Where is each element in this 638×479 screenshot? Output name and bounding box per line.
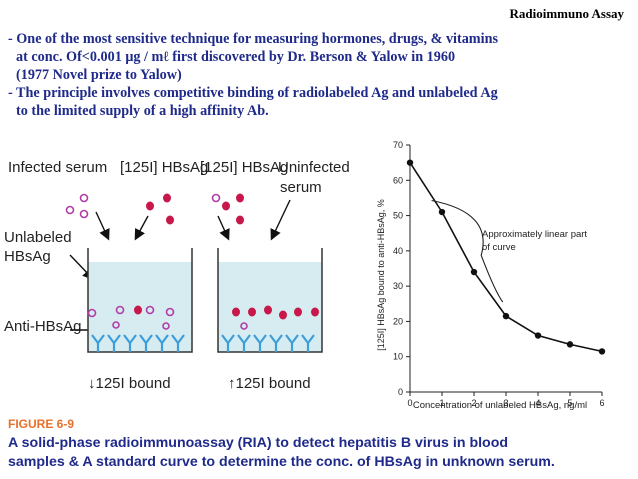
x-tick-label: 6 <box>599 398 604 408</box>
linear-region-bracket <box>431 199 504 303</box>
x-axis-label: Concentration of unlabeled HBsAg, ng/ml <box>413 400 587 410</box>
data-point <box>406 159 414 166</box>
figure-caption: A solid-phase radioimmunoassay (RIA) to … <box>8 434 636 472</box>
data-point <box>566 341 574 348</box>
ria-diagram: Infected serum [125I] HBsAg [125I] HBsAg… <box>4 159 350 392</box>
infected-serum-label: Infected serum <box>8 159 107 176</box>
y-tick-label: 50 <box>393 211 403 221</box>
y-tick-label: 30 <box>393 281 403 291</box>
hbsag-left-label: [125I] HBsAg <box>120 159 208 176</box>
y-tick-label: 0 <box>398 387 403 397</box>
y-tick-label: 40 <box>393 246 403 256</box>
data-point <box>534 332 542 339</box>
annotation-line-1: Approximately linear part <box>482 229 587 240</box>
uninfected-label-1: Uninfected <box>278 159 350 176</box>
bullet-2-line-2: to the limited supply of a high affinity… <box>16 103 269 119</box>
left-labeled-antigens <box>146 193 174 225</box>
body-text: - One of the most sensitive technique fo… <box>8 30 634 120</box>
x-tick-label: 5 <box>567 398 572 408</box>
data-point <box>470 268 478 276</box>
figure-label: FIGURE 6-9 <box>8 417 75 431</box>
x-tick-label: 4 <box>535 398 540 408</box>
bound-low-label: ↓125I bound <box>88 375 171 392</box>
left-well <box>87 248 193 354</box>
unlabeled-label-1: Unlabeled <box>4 229 72 246</box>
bullet-1-line-2: at conc. Of<0.001 μg / mℓ first discover… <box>8 48 634 66</box>
x-tick-label: 0 <box>407 398 412 408</box>
anti-hbsag-label: Anti-HBsAg <box>4 318 82 335</box>
x-tick-label: 3 <box>503 398 508 408</box>
bullet-1-line-2a: at conc. Of<0.001 <box>16 49 126 65</box>
x-tick-label: 1 <box>439 398 444 408</box>
bullet-2-line-1: - The principle involves competitive bin… <box>8 85 498 101</box>
y-tick-label: 60 <box>393 175 403 185</box>
annotation-line-2: of curve <box>482 242 516 253</box>
hbsag-right-label: [125I] HBsAg <box>200 159 288 176</box>
bullet-1-line-1: - One of the most sensitive technique fo… <box>8 31 498 47</box>
infected-serum-unlabeled-antigens <box>65 193 89 219</box>
y-tick-label: 10 <box>393 352 403 362</box>
bound-high-label: ↑125I bound <box>228 375 311 392</box>
standard-curve-line <box>409 162 603 353</box>
concentration-unit: μg / mℓ <box>125 49 169 65</box>
unlabeled-label-2: HBsAg <box>4 248 51 265</box>
uninfected-label-2: serum <box>280 179 322 196</box>
bullet-1-line-2b: first discovered by Dr. Berson & Yalow i… <box>168 49 456 65</box>
x-tick-label: 2 <box>471 398 476 408</box>
data-point <box>598 348 606 355</box>
right-well <box>217 248 323 354</box>
data-point <box>502 312 510 320</box>
caption-line-1: A solid-phase radioimmunoassay (RIA) to … <box>8 435 509 451</box>
caption-line-2: samples & A standard curve to determine … <box>8 454 555 470</box>
y-tick-label: 20 <box>393 316 403 326</box>
y-axis-label: [125I] HBsAg bound to anti-HBsAg, % <box>376 199 386 351</box>
standard-curve-chart: [125I] HBsAg bound to anti-HBsAg, % Conc… <box>376 140 606 410</box>
bullet-1-line-3: (1977 Novel prize to Yalow) <box>16 67 182 83</box>
right-labeled-antigens <box>222 193 244 225</box>
data-point <box>438 208 446 216</box>
uninfected-serum-antigen <box>211 193 221 203</box>
y-tick-label: 70 <box>393 140 403 150</box>
pipetting-arrows <box>69 199 291 336</box>
slide-title: Radioimmuno Assay <box>509 6 625 21</box>
